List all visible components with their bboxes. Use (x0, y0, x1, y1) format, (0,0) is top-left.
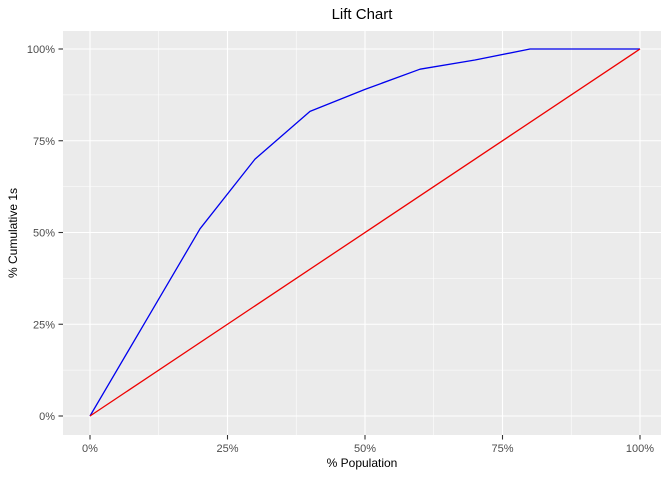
y-tick-label: 100% (27, 44, 55, 56)
x-tick-label: 100% (626, 443, 654, 455)
series-lines (89, 48, 641, 417)
lift-curve-line (89, 48, 640, 417)
x-tick-label: 75% (491, 443, 513, 455)
x-tick-label: 0% (82, 443, 98, 455)
y-tick-label: 75% (33, 136, 55, 148)
chart-title: Lift Chart (332, 6, 394, 23)
y-tick-label: 25% (33, 319, 55, 331)
x-tick-label: 25% (216, 443, 238, 455)
x-tick-label: 50% (354, 443, 376, 455)
x-axis-label: % Population (327, 456, 398, 470)
y-tick-label: 0% (39, 411, 55, 423)
baseline-line (89, 48, 641, 417)
y-axis-label: % Cumulative 1s (6, 188, 20, 278)
y-tick-label: 50% (33, 228, 55, 240)
axis-tick-labels: 0% 25% 50% 75% 100% 0% 25% 50% 75% 100% (27, 44, 654, 455)
axis-tick-marks (58, 48, 641, 440)
